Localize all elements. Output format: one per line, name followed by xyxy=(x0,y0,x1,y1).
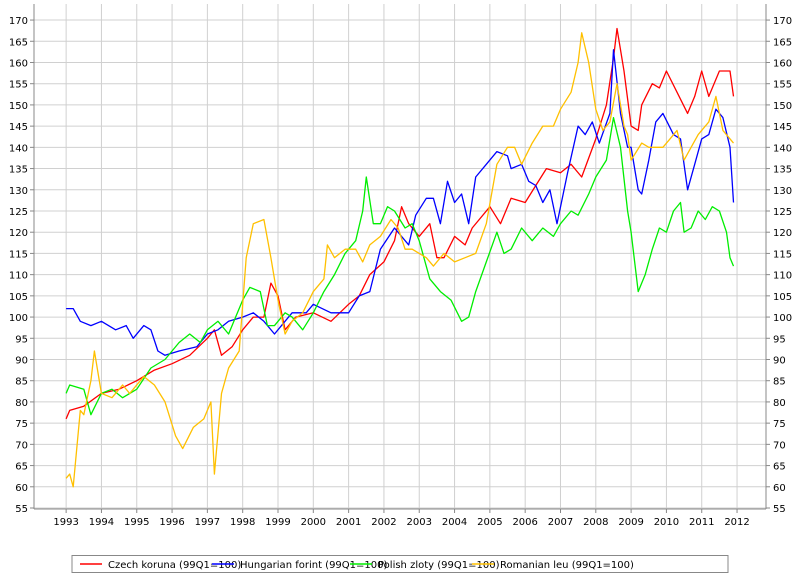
x-tick-label: 2009 xyxy=(618,517,643,528)
y-tick-label-right: 85 xyxy=(773,377,786,388)
y-tick-label-left: 70 xyxy=(15,440,28,451)
y-tick-label-right: 140 xyxy=(773,143,792,154)
y-tick-label-right: 150 xyxy=(773,101,792,112)
y-tick-label-left: 170 xyxy=(9,16,28,27)
y-tick-label-right: 145 xyxy=(773,122,792,133)
y-tick-label-left: 130 xyxy=(9,186,28,197)
legend-label: Polish zloty (99Q1=100) xyxy=(378,560,500,571)
y-tick-label-right: 65 xyxy=(773,462,786,473)
y-tick-label-left: 65 xyxy=(15,462,28,473)
x-tick-label: 2007 xyxy=(548,517,573,528)
y-tick-label-right: 130 xyxy=(773,186,792,197)
y-tick-label-right: 110 xyxy=(773,271,792,282)
y-tick-label-left: 140 xyxy=(9,143,28,154)
x-tick-label: 1993 xyxy=(53,517,78,528)
y-tick-label-left: 55 xyxy=(15,504,28,515)
series-line-1 xyxy=(65,27,735,420)
x-tick-label: 1998 xyxy=(230,517,255,528)
x-tick-label: 2005 xyxy=(477,517,502,528)
y-tick-label-left: 105 xyxy=(9,292,28,303)
y-tick-label-left: 85 xyxy=(15,377,28,388)
grid xyxy=(34,4,766,509)
y-tick-label-right: 160 xyxy=(773,58,792,69)
x-tick-label: 2012 xyxy=(724,517,749,528)
y-tick-label-left: 115 xyxy=(9,249,28,260)
y-tick-label-right: 120 xyxy=(773,228,792,239)
x-tick-label: 2003 xyxy=(407,517,432,528)
y-tick-label-left: 160 xyxy=(9,58,28,69)
x-tick-label: 1996 xyxy=(159,517,184,528)
y-tick-label-left: 135 xyxy=(9,165,28,176)
y-tick-label-right: 55 xyxy=(773,504,786,515)
y-tick-label-left: 80 xyxy=(15,398,28,409)
x-tick-label: 2006 xyxy=(512,517,537,528)
y-tick-label-left: 155 xyxy=(9,80,28,91)
x-tick-label: 2000 xyxy=(301,517,326,528)
legend: Czech koruna (99Q1=100)Hungarian forint … xyxy=(71,555,729,573)
y-tick-label-right: 135 xyxy=(773,165,792,176)
x-tick-label: 1997 xyxy=(195,517,220,528)
legend-label: Hungarian forint (99Q1=100) xyxy=(240,560,387,571)
x-tick-label: 1994 xyxy=(89,517,114,528)
legend-label: Czech koruna (99Q1=100) xyxy=(108,560,241,571)
x-tick-label: 2010 xyxy=(654,517,679,528)
y-tick-label-right: 60 xyxy=(773,483,786,494)
y-tick-label-left: 60 xyxy=(15,483,28,494)
y-tick-label-left: 90 xyxy=(15,355,28,366)
y-tick-label-left: 120 xyxy=(9,228,28,239)
y-tick-label-left: 110 xyxy=(9,271,28,282)
x-tick-label: 2008 xyxy=(583,517,608,528)
x-tick-label: 2002 xyxy=(371,517,396,528)
series-line-2 xyxy=(66,49,735,356)
y-tick-label-right: 80 xyxy=(773,398,786,409)
series-line-3 xyxy=(65,116,735,416)
y-tick-label-right: 90 xyxy=(773,355,786,366)
y-tick-label-right: 155 xyxy=(773,80,792,91)
y-tick-label-right: 125 xyxy=(773,207,792,218)
y-tick-label-right: 70 xyxy=(773,440,786,451)
y-tick-label-right: 115 xyxy=(773,249,792,260)
y-tick-label-left: 165 xyxy=(9,37,28,48)
y-tick-label-left: 100 xyxy=(9,313,28,324)
y-tick-label-right: 165 xyxy=(773,37,792,48)
y-tick-label-left: 150 xyxy=(9,101,28,112)
x-tick-label: 2011 xyxy=(689,517,714,528)
y-tick-label-right: 170 xyxy=(773,16,792,27)
series-lines xyxy=(65,27,735,488)
x-tick-label: 2001 xyxy=(336,517,361,528)
series-line-4 xyxy=(65,32,734,488)
y-tick-label-right: 100 xyxy=(773,313,792,324)
axes: 55 55 60 60 65 65 70 70 75 75 80 80 85 85 90 90 95 95 100 1… xyxy=(9,4,792,528)
legend-label: Romanian leu (99Q1=100) xyxy=(500,560,634,571)
legend-box xyxy=(71,555,729,573)
y-tick-label-left: 145 xyxy=(9,122,28,133)
x-tick-label: 1995 xyxy=(124,517,149,528)
y-tick-label-right: 95 xyxy=(773,334,786,345)
y-tick-label-left: 75 xyxy=(15,419,28,430)
x-tick-label: 1999 xyxy=(265,517,290,528)
y-tick-label-left: 95 xyxy=(15,334,28,345)
y-tick-label-right: 75 xyxy=(773,419,786,430)
y-tick-label-right: 105 xyxy=(773,292,792,303)
x-tick-label: 2004 xyxy=(442,517,467,528)
y-tick-label-left: 125 xyxy=(9,207,28,218)
